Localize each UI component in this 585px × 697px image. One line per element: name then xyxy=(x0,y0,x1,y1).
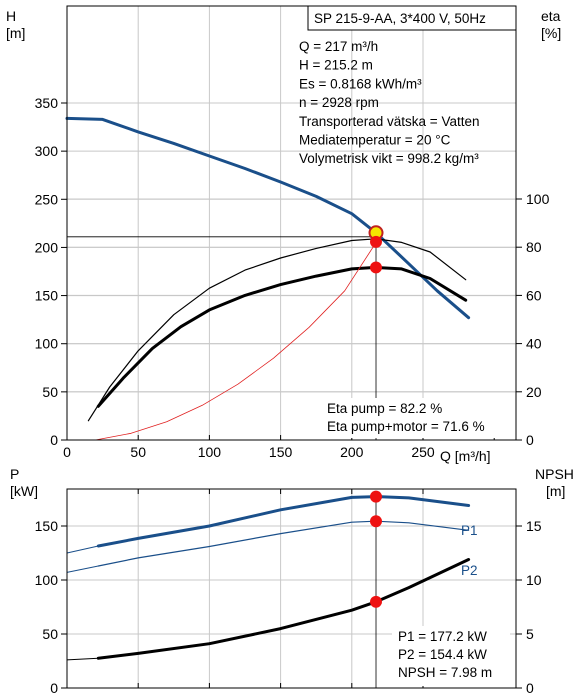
y-left-tick-label: 50 xyxy=(42,626,58,642)
eta-readout-bg xyxy=(322,398,512,438)
y-right-tick-label: 60 xyxy=(526,287,542,303)
bottom-ticks: 0 50 100 150 0 5 10 15 xyxy=(35,489,542,696)
y-left-tick-label: 200 xyxy=(35,239,59,255)
y-right-tick-label: 10 xyxy=(526,572,542,588)
x-tick-label: 50 xyxy=(130,444,146,460)
info-line: Es = 0.8168 kWh/m³ xyxy=(299,76,422,91)
bottom-curves xyxy=(66,495,471,661)
series-label-p1: P1 xyxy=(461,523,478,538)
y-left-tick-label: 150 xyxy=(35,518,59,534)
curve-0-3 xyxy=(95,242,377,441)
x-tick-label: 200 xyxy=(340,444,364,460)
curve-p2 xyxy=(97,520,470,567)
y-right-tick-label: 80 xyxy=(526,239,542,255)
power-npsh-chart: 0 50 100 150 0 5 10 15 P [kW] NPSH [m] P1 P2 P1… xyxy=(10,466,574,696)
y-left-name: H xyxy=(6,8,16,24)
eta-readout: Eta pump = 82.2 % Eta pump+motor = 71.6 % xyxy=(322,398,512,438)
duty-point-marker xyxy=(370,595,383,608)
npsh-axis-unit: [m] xyxy=(546,483,565,499)
y-right-name: eta xyxy=(541,8,561,24)
curve-0-1 xyxy=(87,238,467,422)
duty-point-info: Q = 217 m³/h H = 215.2 m Es = 0.8168 kWh/m… xyxy=(299,39,479,166)
y-right-tick-label: 0 xyxy=(526,680,534,696)
y-left-tick-label: 150 xyxy=(35,288,59,304)
y-right-tick-label: 40 xyxy=(526,336,542,352)
bottom-plot-frame xyxy=(66,488,517,689)
npsh-axis-name: NPSH xyxy=(535,466,574,482)
y-left-tick-label: 350 xyxy=(35,95,59,111)
curve-p1 xyxy=(96,495,471,548)
power-readout-line: P2 = 154.4 kW xyxy=(398,647,487,662)
y-left-tick-label: 300 xyxy=(35,143,59,159)
y-left-tick-label: 0 xyxy=(50,432,58,448)
x-tick-label: 250 xyxy=(411,444,435,460)
curve-0-2 xyxy=(96,265,468,408)
curve-1-3 xyxy=(66,565,99,573)
head-efficiency-chart: 0 50 100 150 200 250 0 50 100 150 200 250 300 350 0 20 4… xyxy=(6,5,561,464)
top-ticks: 0 50 100 150 200 250 0 50 100 150 200 250 300 350 0 20 4… xyxy=(35,95,550,460)
duty-point-marker xyxy=(370,490,383,503)
curve-1-4 xyxy=(96,558,471,660)
info-line: H = 215.2 m xyxy=(299,58,373,73)
y-right-tick-label: 0 xyxy=(526,432,534,448)
p-axis-name: P xyxy=(10,466,19,482)
info-line: Volymetrisk vikt = 998.2 kg/m³ xyxy=(299,151,479,166)
info-line: Q = 217 m³/h xyxy=(299,39,378,54)
power-readout-line: P1 = 177.2 kW xyxy=(398,629,487,644)
y-left-tick-label: 250 xyxy=(35,191,59,207)
info-line: n = 2928 rpm xyxy=(299,95,379,110)
bottom-markers xyxy=(370,490,383,608)
y-right-tick-label: 5 xyxy=(526,626,534,642)
y-right-unit: [%] xyxy=(541,25,561,41)
y-right-tick-label: 20 xyxy=(526,384,542,400)
y-left-tick-label: 100 xyxy=(35,572,59,588)
duty-point-marker xyxy=(370,235,383,248)
y-left-tick-label: 0 xyxy=(50,680,58,696)
curve-1-5 xyxy=(66,657,99,661)
y-left-unit: [m] xyxy=(6,25,25,41)
top-curves xyxy=(65,116,471,441)
p-axis-unit: [kW] xyxy=(10,483,38,499)
title-box xyxy=(307,5,517,31)
info-line: Mediatemperatur = 20 °C xyxy=(299,133,451,148)
y-left-tick-label: 50 xyxy=(42,384,58,400)
eta-line: Eta pump = 82.2 % xyxy=(327,401,442,416)
x-tick-label: 150 xyxy=(269,444,293,460)
power-readout-line: NPSH = 7.98 m xyxy=(398,665,492,680)
y-right-tick-label: 100 xyxy=(526,191,550,207)
info-line: Transporterad vätska = Vatten xyxy=(299,114,479,129)
chart-title: SP 215-9-AA, 3*400 V, 50Hz xyxy=(314,11,486,26)
duty-point-marker xyxy=(370,515,383,528)
top-grid xyxy=(67,6,516,440)
x-tick-label: 0 xyxy=(63,444,71,460)
eta-line: Eta pump+motor = 71.6 % xyxy=(327,419,485,434)
x-tick-label: 100 xyxy=(198,444,222,460)
curve-1-1 xyxy=(66,545,99,554)
curve-0-0 xyxy=(65,116,471,320)
duty-point-marker xyxy=(370,261,383,274)
power-readouts: P1 = 177.2 kW P2 = 154.4 kW NPSH = 7.98 m xyxy=(392,626,510,686)
top-markers xyxy=(368,225,384,274)
y-right-tick-label: 15 xyxy=(526,518,542,534)
series-label-p2: P2 xyxy=(461,563,478,578)
power-readout-bg xyxy=(392,626,510,686)
y-left-tick-label: 100 xyxy=(35,336,59,352)
x-axis-label: Q [m³/h] xyxy=(440,448,491,464)
top-plot-frame xyxy=(66,5,517,441)
